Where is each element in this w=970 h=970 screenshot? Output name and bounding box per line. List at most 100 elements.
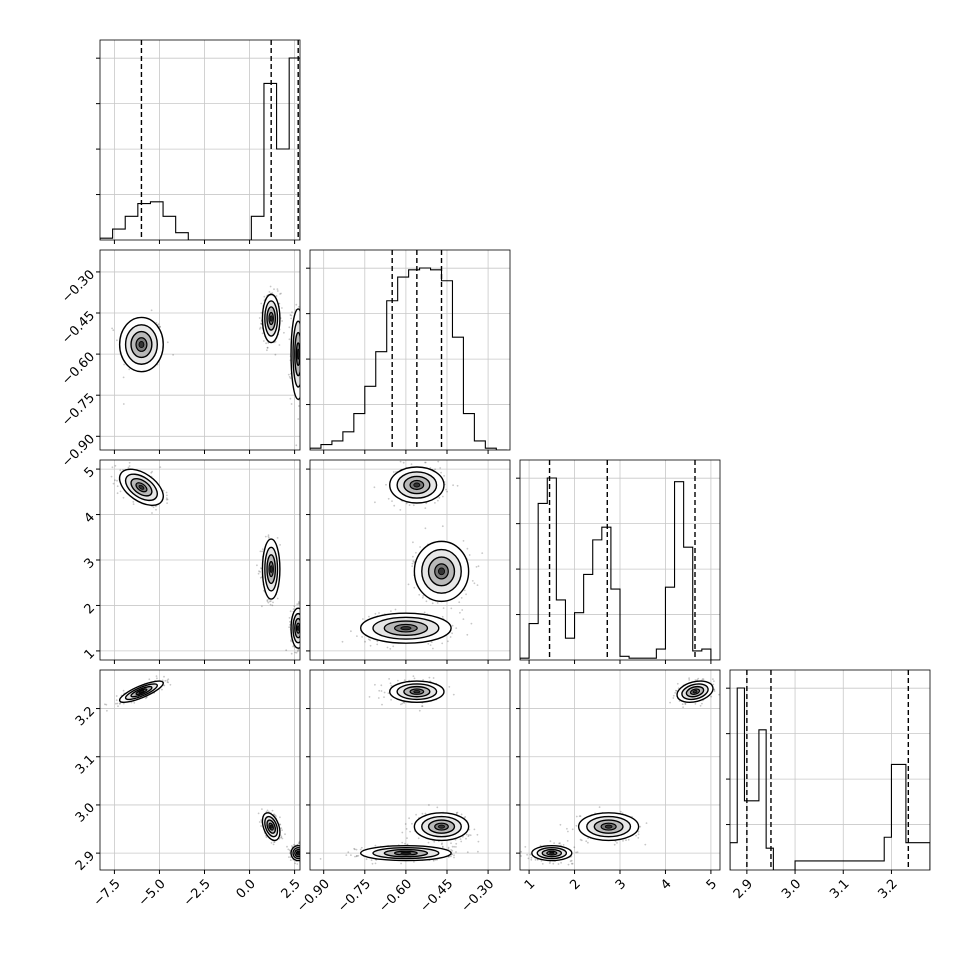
sample-point — [304, 639, 306, 641]
sample-point — [290, 403, 293, 405]
sample-point — [280, 292, 282, 295]
x-tick-label: 3 — [613, 877, 629, 893]
sample-point — [305, 613, 307, 615]
sample-point — [421, 596, 424, 599]
sample-point — [407, 583, 410, 586]
sample-point — [257, 812, 260, 815]
sample-point — [302, 625, 304, 627]
sample-point — [305, 316, 307, 318]
sample-point — [552, 862, 555, 865]
histogram-step-line — [520, 477, 720, 660]
density-contour — [604, 824, 613, 829]
sample-point — [112, 329, 115, 332]
sample-point — [570, 862, 573, 865]
panel-frame — [99, 669, 301, 871]
sample-point — [289, 377, 292, 380]
x-tick-label: 0.0 — [234, 877, 259, 902]
sample-point — [431, 602, 434, 605]
sample-point — [265, 836, 268, 839]
sample-point — [303, 643, 305, 645]
sample-point — [573, 846, 576, 849]
sample-point — [301, 848, 303, 850]
x-tick-label: 1 — [522, 877, 538, 893]
sample-point — [390, 684, 393, 687]
sample-point — [150, 309, 153, 312]
sample-point — [713, 690, 716, 692]
y-tick-label: 3 — [82, 555, 98, 571]
sample-point — [598, 806, 601, 808]
sample-point — [428, 676, 431, 679]
sample-point — [390, 610, 392, 612]
sample-point — [266, 599, 269, 602]
sample-point — [301, 373, 303, 375]
sample-point — [713, 688, 716, 691]
sample-point — [301, 843, 303, 845]
sample-point — [536, 858, 539, 861]
sample-point — [459, 611, 461, 614]
sample-point — [575, 815, 578, 818]
y-tick-label: 3.0 — [73, 800, 98, 825]
sample-point — [520, 850, 523, 853]
sample-point — [262, 340, 265, 342]
sample-point — [436, 806, 439, 809]
sample-point — [301, 355, 303, 357]
sample-point — [260, 825, 262, 827]
sample-point — [132, 503, 135, 505]
sample-point — [276, 290, 279, 292]
sample-point — [276, 597, 279, 600]
sample-point — [475, 566, 478, 568]
sample-point — [383, 691, 386, 694]
density-contour — [413, 482, 421, 488]
sample-point — [301, 332, 303, 334]
sample-point — [301, 367, 303, 369]
sample-point — [450, 607, 453, 610]
sample-point — [404, 823, 407, 825]
sample-point — [301, 610, 303, 612]
sample-point — [301, 638, 303, 640]
sample-point — [261, 332, 264, 335]
sample-point — [302, 632, 304, 634]
sample-point — [111, 327, 113, 330]
sample-point — [429, 644, 432, 646]
sample-point — [300, 351, 302, 353]
sample-point — [288, 326, 291, 329]
sample-point — [301, 337, 303, 339]
sample-point — [524, 846, 527, 848]
sample-point — [301, 332, 303, 334]
sample-point — [304, 341, 306, 343]
sample-point — [412, 504, 415, 507]
sample-point — [368, 638, 370, 641]
sample-point — [301, 854, 303, 856]
sample-point — [614, 840, 617, 843]
density-contour — [138, 341, 145, 349]
sample-point — [374, 501, 376, 504]
sample-point — [669, 701, 671, 704]
sample-point — [298, 405, 300, 407]
sample-point — [378, 689, 381, 692]
sample-point — [697, 677, 700, 680]
sample-point — [699, 704, 702, 707]
sample-point — [302, 857, 304, 859]
sample-point — [269, 285, 272, 288]
sample-point — [303, 610, 305, 612]
sample-point — [290, 639, 292, 642]
sample-point — [520, 855, 522, 857]
sample-point — [302, 850, 304, 852]
sample-point — [443, 475, 445, 477]
sample-point — [273, 813, 275, 816]
sample-point — [302, 849, 304, 851]
sample-point — [106, 709, 108, 712]
sample-point — [393, 504, 396, 507]
sample-point — [303, 616, 305, 618]
sample-point — [301, 379, 303, 381]
sample-point — [281, 320, 283, 322]
sample-point — [304, 625, 306, 627]
sample-point — [424, 461, 426, 464]
sample-point — [259, 576, 262, 579]
sample-point — [128, 368, 131, 371]
sample-point — [155, 675, 158, 677]
sample-point — [266, 809, 269, 812]
sample-point — [116, 479, 118, 482]
sample-point — [557, 863, 560, 865]
sample-point — [442, 607, 445, 609]
